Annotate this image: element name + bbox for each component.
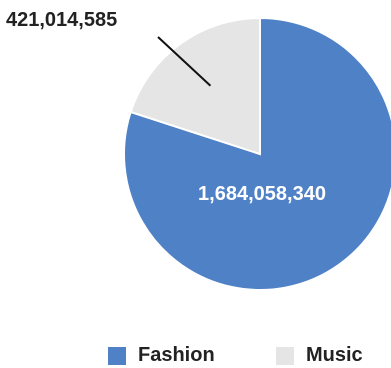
pie-slice-music <box>129 16 261 156</box>
music-value-label: 421,014,585 <box>6 9 117 31</box>
pie-chart: 1,684,058,340 421,014,585 <box>6 9 391 291</box>
music-leader-line <box>157 36 212 87</box>
legend-item-music: Music <box>276 344 363 367</box>
legend-item-fashion: Fashion <box>108 344 215 367</box>
fashion-value-label: 1,684,058,340 <box>198 183 326 205</box>
legend-label-fashion: Fashion <box>138 344 215 366</box>
legend-swatch-fashion <box>108 346 126 365</box>
legend-label-music: Music <box>306 344 363 366</box>
pie-slices <box>123 16 391 291</box>
legend: Fashion Music <box>0 344 391 368</box>
legend-swatch-music <box>276 346 294 365</box>
